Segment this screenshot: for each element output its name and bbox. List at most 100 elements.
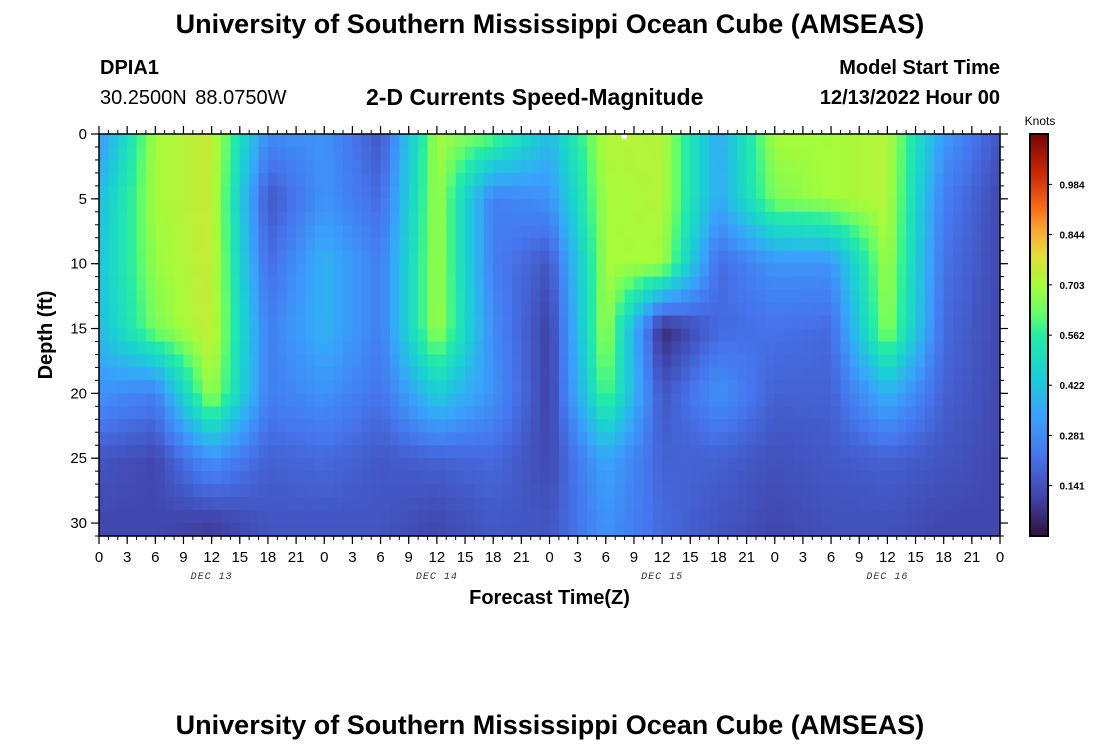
heatmap-cell [549,263,560,278]
heatmap-cell [305,445,316,459]
heatmap-cell [953,445,964,459]
heatmap-cell [239,354,250,369]
heatmap-cell [615,380,626,394]
x-tick-label: 21 [513,549,530,566]
heatmap-cell [258,224,269,239]
heatmap-cell [540,445,551,459]
heatmap-cell [821,354,832,369]
heatmap-cell [436,419,447,433]
heatmap-cell [643,198,654,213]
heatmap-cell [389,393,400,407]
heatmap-cell [483,276,494,291]
heatmap-cell [962,380,973,394]
heatmap-cell [737,289,748,304]
heatmap-cell [333,341,344,356]
heatmap-cell [174,185,185,200]
heatmap-cell [943,185,954,200]
heatmap-cell [755,380,766,394]
heatmap-cell [887,198,898,213]
heatmap-cell [605,432,616,446]
heatmap-cell [174,237,185,252]
heatmap-cell [605,380,616,394]
heatmap-cell [652,432,663,446]
y-tick-label: 15 [70,321,87,338]
heatmap-cell [352,302,363,317]
heatmap-cell [418,458,429,472]
heatmap-cell [239,237,250,252]
heatmap-cell [802,237,813,252]
heatmap-cell [258,510,269,524]
heatmap-cell [868,510,879,524]
heatmap-cell [314,432,325,446]
heatmap-cell [887,211,898,226]
heatmap-cell [652,134,663,148]
heatmap-cell [436,432,447,446]
heatmap-cell [511,510,522,524]
heatmap-cell [981,367,992,381]
heatmap-cell [343,185,354,200]
heatmap-cell [230,172,241,187]
heatmap-cell [934,185,945,200]
heatmap-cell [652,367,663,381]
heatmap-cell [483,484,494,498]
heatmap-cell [117,419,128,433]
heatmap-cell [502,523,513,537]
heatmap-cell [324,484,335,498]
heatmap-cell [821,250,832,265]
heatmap-cell [962,159,973,174]
heatmap-cell [709,159,720,174]
heatmap-cell [652,263,663,278]
heatmap-cell [662,432,673,446]
heatmap-cell [849,393,860,407]
heatmap-cell [577,276,588,291]
heatmap-cell [277,484,288,498]
heatmap-cell [549,497,560,511]
heatmap-cell [427,484,438,498]
heatmap-cell [802,354,813,369]
heatmap-cell [784,146,795,161]
heatmap-cell [521,458,532,472]
heatmap-cell [896,276,907,291]
heatmap-cell [511,328,522,343]
heatmap-cell [652,237,663,252]
heatmap-cell [662,185,673,200]
heatmap-cell [849,471,860,485]
heatmap-cell [558,354,569,369]
heatmap-cell [633,185,644,200]
heatmap-cell [868,393,879,407]
heatmap-cell [953,263,964,278]
heatmap-cell [211,224,222,239]
heatmap-cell [643,445,654,459]
heatmap-cell [202,134,213,148]
heatmap-cell [493,341,504,356]
heatmap-cell [371,419,382,433]
heatmap-cell [699,302,710,317]
heatmap-cell [718,276,729,291]
heatmap-cell [418,198,429,213]
heatmap-cell [343,250,354,265]
heatmap-cell [249,380,260,394]
heatmap-cell [117,134,128,148]
heatmap-cell [990,406,1001,420]
heatmap-cell [587,406,598,420]
heatmap-cell [530,510,541,524]
heatmap-cell [427,250,438,265]
heatmap-cell [483,380,494,394]
heatmap-cell [906,484,917,498]
heatmap-cell [671,510,682,524]
heatmap-cell [117,510,128,524]
heatmap-cell [605,471,616,485]
heatmap-cell [971,263,982,278]
heatmap-cell [549,159,560,174]
heatmap-cell [596,497,607,511]
heatmap-cell [652,484,663,498]
heatmap-cell [258,134,269,148]
heatmap-cell [849,315,860,330]
heatmap-cell [108,250,119,265]
heatmap-cell [117,367,128,381]
heatmap-cell [709,354,720,369]
heatmap-cell [915,328,926,343]
heatmap-cell [755,341,766,356]
heatmap-cell [221,250,231,265]
heatmap-cell [324,276,335,291]
